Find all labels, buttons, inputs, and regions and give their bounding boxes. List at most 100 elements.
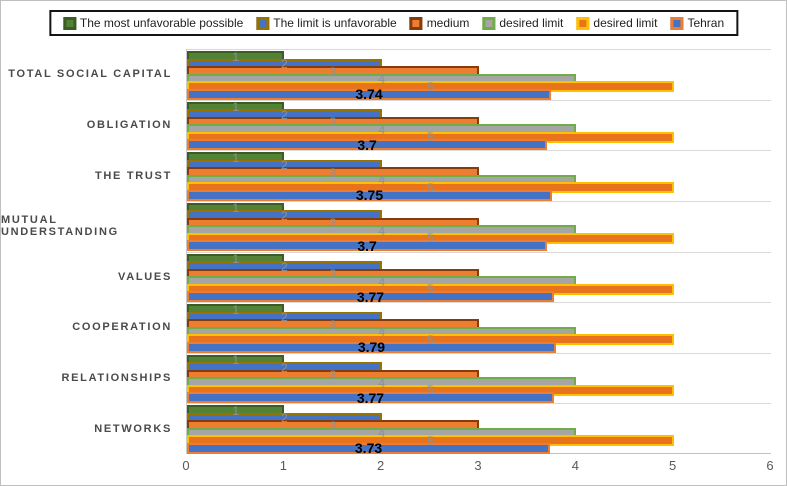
value-label: 3.75 <box>355 187 384 204</box>
bar-tehran <box>187 139 548 151</box>
legend-item-label: The most unfavorable possible <box>79 16 244 30</box>
gridline <box>187 251 771 253</box>
value-label: 4 <box>378 426 385 441</box>
category-axis: TOTAL SOCIAL CAPITAL OBLIGATION THE TRUST M… <box>1 49 179 454</box>
value-label: 2 <box>280 208 288 223</box>
bar-tehran <box>187 189 552 201</box>
category-label: NETWORKS <box>1 403 179 454</box>
legend-item-label: The limit is unfavorable <box>273 16 397 30</box>
value-label: 2 <box>280 107 288 122</box>
legend-swatch-icon <box>409 16 423 30</box>
x-axis-tick: 5 <box>669 458 677 473</box>
gridline <box>187 150 771 152</box>
value-label: 3 <box>329 267 337 281</box>
category-label-text: TOTAL SOCIAL CAPITAL <box>8 68 172 81</box>
legend-item: The most unfavorable possible <box>62 16 244 30</box>
category-label: THE TRUST <box>1 150 179 201</box>
category-label: RELATIONSHIPS <box>1 353 179 404</box>
value-label: 4 <box>378 72 385 86</box>
gridline <box>187 200 771 202</box>
value-label: 5 <box>426 383 434 398</box>
category-label-text: VALUES <box>117 270 172 283</box>
legend-swatch-icon <box>576 16 590 30</box>
legend-item-label: Tehran <box>687 16 725 30</box>
bar-tehran <box>187 392 554 404</box>
value-label: 3.7 <box>357 136 377 153</box>
bar-tehran <box>187 240 548 252</box>
value-label: 5 <box>426 180 434 195</box>
category-label-text: RELATIONSHIPS <box>61 372 172 385</box>
value-label: 3.73 <box>354 440 383 457</box>
value-label: 3.74 <box>355 86 383 102</box>
value-label: 5 <box>426 282 434 296</box>
value-label: 5 <box>426 332 434 347</box>
value-label: 2 <box>280 57 288 71</box>
legend-swatch-icon <box>62 16 76 30</box>
legend-item: The limit is unfavorable <box>256 16 397 30</box>
x-axis-tick: 0 <box>182 458 190 473</box>
value-label: 3.79 <box>357 339 386 356</box>
category-label: COOPERATION <box>1 302 179 353</box>
value-label: 3 <box>329 165 337 180</box>
value-label: 1 <box>232 100 239 115</box>
value-label: 1 <box>232 252 239 266</box>
value-label: 1 <box>232 201 239 216</box>
value-label: 2 <box>280 158 288 173</box>
value-label: 4 <box>378 325 385 340</box>
value-label: 3.77 <box>356 389 385 406</box>
value-label: 2 <box>280 259 288 274</box>
value-label: 4 <box>378 375 385 390</box>
value-label: 3 <box>329 368 337 383</box>
value-label: 2 <box>280 411 288 426</box>
value-label: 3.7 <box>357 237 377 254</box>
plot-area: 1 2 3 4 5 3.74 1 2 3 4 5 3.7 1 2 3 4 5 3.75 1 2 3 4 5 3.7 1 2 3 4 5 3… <box>186 49 771 457</box>
legend-swatch-icon <box>482 16 496 30</box>
value-label: 2 <box>280 310 288 325</box>
category-label-text: THE TRUST <box>94 169 172 182</box>
value-label: 5 <box>426 130 434 145</box>
legend-item-label: desired limit <box>499 16 564 30</box>
value-label: 3 <box>329 64 337 79</box>
value-label: 1 <box>232 49 239 64</box>
legend-item-label: desired limit <box>593 16 658 30</box>
value-label: 1 <box>232 353 239 368</box>
legend-item: desired limit <box>576 16 657 30</box>
x-axis: 0 1 2 3 4 5 6 <box>182 458 774 478</box>
x-axis-tick: 1 <box>279 458 287 473</box>
value-label: 4 <box>378 173 385 188</box>
x-axis-tick: 2 <box>377 458 385 473</box>
value-label: 1 <box>232 403 239 418</box>
legend: The most unfavorable possible The limit i… <box>48 10 739 36</box>
bar-tehran <box>187 88 552 100</box>
legend-item: desired limit <box>482 16 563 30</box>
legend-item: medium <box>409 16 470 30</box>
category-label: MUTUAL UNDERSTANDING <box>1 201 179 252</box>
value-label: 5 <box>426 79 434 94</box>
value-label: 3 <box>329 216 337 231</box>
x-axis-tick: 3 <box>474 458 482 473</box>
gridline <box>187 99 771 101</box>
legend-swatch-icon <box>670 16 684 30</box>
value-label: 3.77 <box>356 288 385 305</box>
category-label-text: COOPERATION <box>72 321 172 334</box>
value-label: 2 <box>280 360 288 375</box>
value-label: 3 <box>329 115 337 130</box>
bar-tehran <box>187 442 551 454</box>
category-label-text: NETWORKS <box>94 422 172 435</box>
category-label: VALUES <box>1 252 179 303</box>
gridline <box>187 352 771 354</box>
category-label-text: OBLIGATION <box>86 118 172 131</box>
bar-tehran <box>187 341 556 353</box>
x-axis-tick: 6 <box>766 458 774 473</box>
value-label: 4 <box>378 274 385 289</box>
category-label: OBLIGATION <box>1 100 179 151</box>
value-label: 1 <box>232 302 239 317</box>
gridline <box>187 49 771 50</box>
legend-swatch-icon <box>256 16 270 30</box>
legend-item-label: medium <box>426 16 470 30</box>
value-label: 4 <box>378 122 385 137</box>
gridline <box>187 403 771 405</box>
legend-item: Tehran <box>670 16 724 30</box>
gridline <box>187 302 771 304</box>
